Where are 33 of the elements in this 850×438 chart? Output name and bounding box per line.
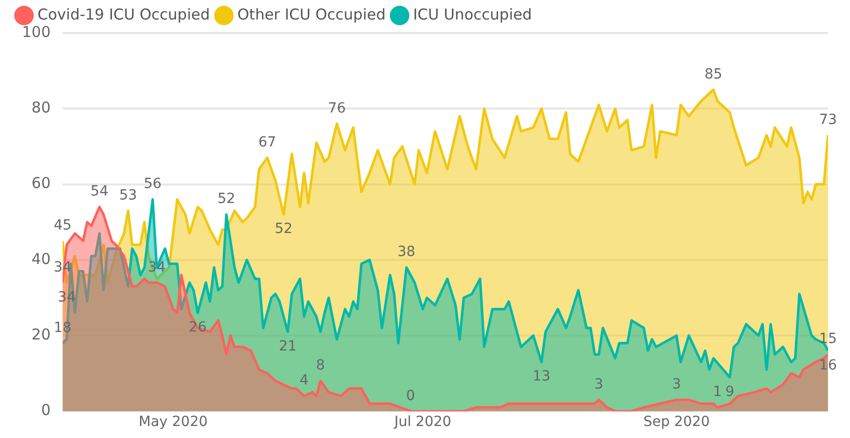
data-label: 13 bbox=[532, 368, 550, 385]
data-label: 76 bbox=[328, 100, 346, 116]
data-label: 56 bbox=[144, 176, 162, 192]
data-label: 8 bbox=[316, 358, 325, 374]
data-label: 85 bbox=[704, 66, 722, 82]
legend-label: Other ICU Occupied bbox=[237, 5, 386, 24]
data-label: 21 bbox=[278, 338, 297, 354]
data-label: 3 bbox=[594, 376, 604, 392]
x-tick-label: May 2020 bbox=[138, 414, 208, 430]
data-label: 18 bbox=[54, 320, 72, 336]
data-label: 0 bbox=[406, 388, 415, 404]
data-label: 67 bbox=[258, 134, 276, 150]
y-tick-label: 80 bbox=[32, 98, 51, 117]
data-label: 54 bbox=[90, 184, 108, 200]
data-label: 52 bbox=[217, 191, 236, 208]
data-label: 9 bbox=[725, 384, 734, 400]
data-label: 73 bbox=[819, 112, 837, 128]
x-tick-label: Jul 2020 bbox=[393, 414, 452, 430]
data-label: 53 bbox=[119, 187, 138, 204]
y-tick-label: 100 bbox=[22, 22, 51, 41]
legend-label: ICU Unoccupied bbox=[413, 5, 532, 24]
y-tick-label: 0 bbox=[41, 401, 51, 420]
data-label: 38 bbox=[398, 244, 416, 260]
data-label: 52 bbox=[274, 221, 293, 238]
data-label: 3 bbox=[672, 376, 682, 392]
data-label: 45 bbox=[54, 218, 72, 234]
x-tick-label: Sep 2020 bbox=[643, 414, 710, 430]
legend-label: Covid-19 ICU Occupied bbox=[38, 5, 210, 24]
y-tick-label: 40 bbox=[32, 250, 51, 268]
data-label: 4 bbox=[300, 372, 309, 389]
y-tick-label: 60 bbox=[32, 174, 51, 192]
y-tick-label: 20 bbox=[32, 325, 51, 344]
data-label: 1 bbox=[713, 384, 722, 400]
